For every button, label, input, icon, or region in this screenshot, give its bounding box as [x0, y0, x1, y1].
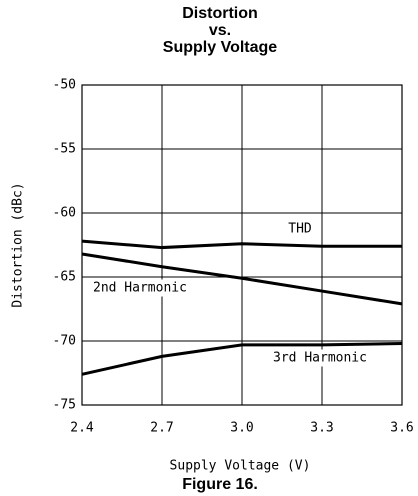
series-label: 3rd Harmonic — [273, 351, 367, 366]
series-line — [81, 239, 402, 250]
label-background — [270, 349, 370, 367]
x-tick-label: 2.7 — [150, 421, 173, 436]
x-tick-label: 2.4 — [70, 421, 94, 436]
series-line — [81, 342, 403, 376]
chart-title: Supply Voltage — [163, 39, 277, 56]
series-label: THD — [288, 222, 312, 237]
label-background — [90, 279, 190, 297]
x-tick-label: 3.3 — [310, 421, 333, 436]
label-background — [285, 220, 315, 238]
y-tick-label: -60 — [53, 206, 76, 221]
x-axis-label: Supply Voltage (V) — [170, 459, 311, 474]
y-tick-label: -70 — [53, 334, 76, 349]
caption: Figure 16. — [182, 476, 258, 493]
series-label: 2nd Harmonic — [93, 281, 187, 296]
y-axis-label: Distortion (dBc) — [11, 182, 26, 307]
y-tick-label: -75 — [53, 398, 76, 413]
y-tick-label: -55 — [53, 142, 76, 157]
x-tick-label: 3.6 — [390, 421, 413, 436]
series-line — [81, 252, 403, 306]
x-tick-label: 3.0 — [230, 421, 253, 436]
chart-title: vs. — [209, 22, 231, 39]
y-tick-label: -50 — [53, 78, 76, 93]
y-tick-label: -65 — [53, 270, 76, 285]
chart-title: Distortion — [182, 5, 258, 22]
